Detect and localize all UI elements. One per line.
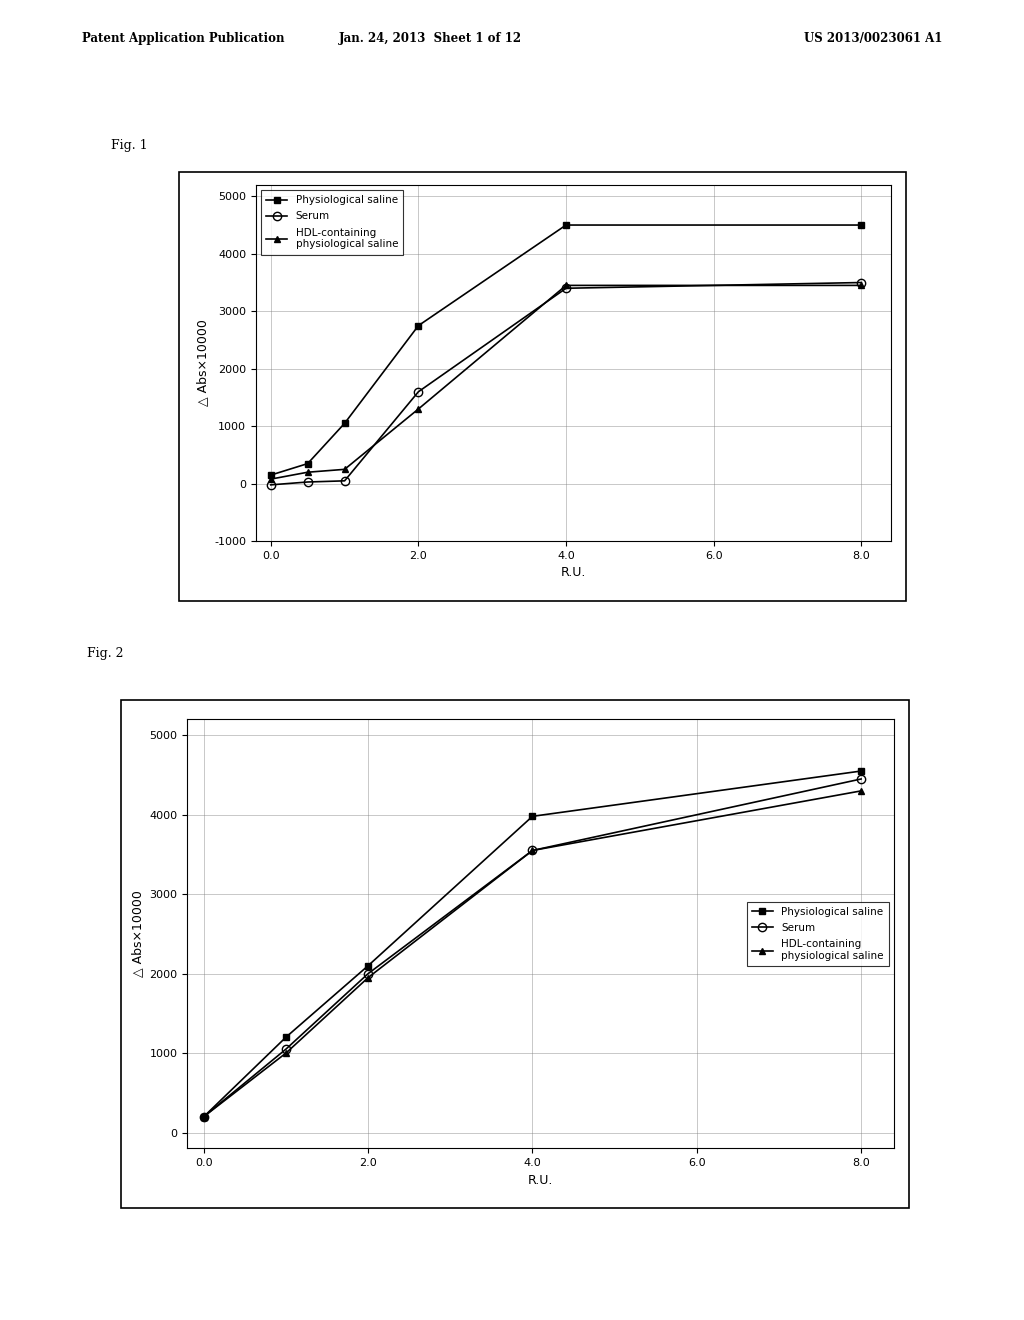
Text: Jan. 24, 2013  Sheet 1 of 12: Jan. 24, 2013 Sheet 1 of 12	[339, 32, 521, 45]
Serum	[198, 1109, 210, 1125]
Line: HDL-containing
physiological saline: HDL-containing physiological saline	[201, 788, 864, 1121]
HDL-containing
physiological saline	[339, 462, 351, 478]
Physiological saline	[280, 1030, 292, 1045]
Serum	[855, 275, 867, 290]
Legend: Physiological saline, Serum, HDL-containing
physiological saline: Physiological saline, Serum, HDL-contain…	[746, 902, 889, 966]
HDL-containing
physiological saline	[855, 783, 867, 799]
X-axis label: R.U.: R.U.	[528, 1173, 553, 1187]
Physiological saline	[264, 467, 276, 483]
Line: Serum: Serum	[200, 775, 865, 1121]
Serum	[264, 477, 276, 492]
Serum	[280, 1041, 292, 1057]
Serum	[560, 280, 572, 296]
Y-axis label: △ Abs×10000: △ Abs×10000	[196, 319, 209, 407]
Physiological saline	[855, 216, 867, 232]
Physiological saline	[413, 318, 425, 334]
HDL-containing
physiological saline	[855, 277, 867, 293]
Physiological saline	[855, 763, 867, 779]
HDL-containing
physiological saline	[264, 471, 276, 487]
HDL-containing
physiological saline	[560, 277, 572, 293]
Physiological saline	[526, 808, 539, 824]
HDL-containing
physiological saline	[198, 1109, 210, 1125]
HDL-containing
physiological saline	[301, 465, 313, 480]
Physiological saline	[560, 216, 572, 232]
Text: Fig. 2: Fig. 2	[87, 647, 124, 660]
Physiological saline	[301, 455, 313, 471]
Line: HDL-containing
physiological saline: HDL-containing physiological saline	[267, 282, 865, 483]
Line: Physiological saline: Physiological saline	[267, 222, 865, 479]
Text: Fig. 1: Fig. 1	[111, 139, 147, 152]
HDL-containing
physiological saline	[280, 1045, 292, 1061]
Serum	[301, 474, 313, 490]
HDL-containing
physiological saline	[362, 970, 375, 986]
Text: US 2013/0023061 A1: US 2013/0023061 A1	[804, 32, 942, 45]
Serum	[526, 842, 539, 858]
Y-axis label: △ Abs×10000: △ Abs×10000	[131, 891, 144, 977]
Line: Serum: Serum	[266, 279, 865, 488]
Serum	[413, 384, 425, 400]
Physiological saline	[339, 416, 351, 432]
Text: Patent Application Publication: Patent Application Publication	[82, 32, 285, 45]
Serum	[339, 473, 351, 488]
Legend: Physiological saline, Serum, HDL-containing
physiological saline: Physiological saline, Serum, HDL-contain…	[261, 190, 403, 255]
HDL-containing
physiological saline	[526, 842, 539, 858]
Physiological saline	[198, 1109, 210, 1125]
HDL-containing
physiological saline	[413, 401, 425, 417]
Serum	[855, 771, 867, 787]
Line: Physiological saline: Physiological saline	[201, 767, 864, 1121]
Physiological saline	[362, 958, 375, 974]
X-axis label: R.U.: R.U.	[561, 566, 586, 579]
Serum	[362, 966, 375, 982]
